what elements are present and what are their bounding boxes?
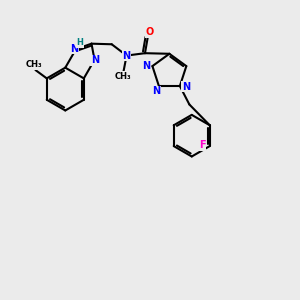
Text: N: N — [70, 44, 79, 53]
Text: N: N — [182, 82, 190, 92]
Text: CH₃: CH₃ — [26, 60, 42, 69]
Text: F: F — [199, 140, 206, 150]
Text: O: O — [146, 27, 154, 38]
Text: N: N — [152, 86, 160, 96]
Text: N: N — [91, 56, 99, 65]
Text: H: H — [76, 38, 83, 47]
Text: N: N — [142, 61, 151, 70]
Text: N: N — [122, 51, 130, 61]
Text: CH₃: CH₃ — [115, 72, 131, 81]
